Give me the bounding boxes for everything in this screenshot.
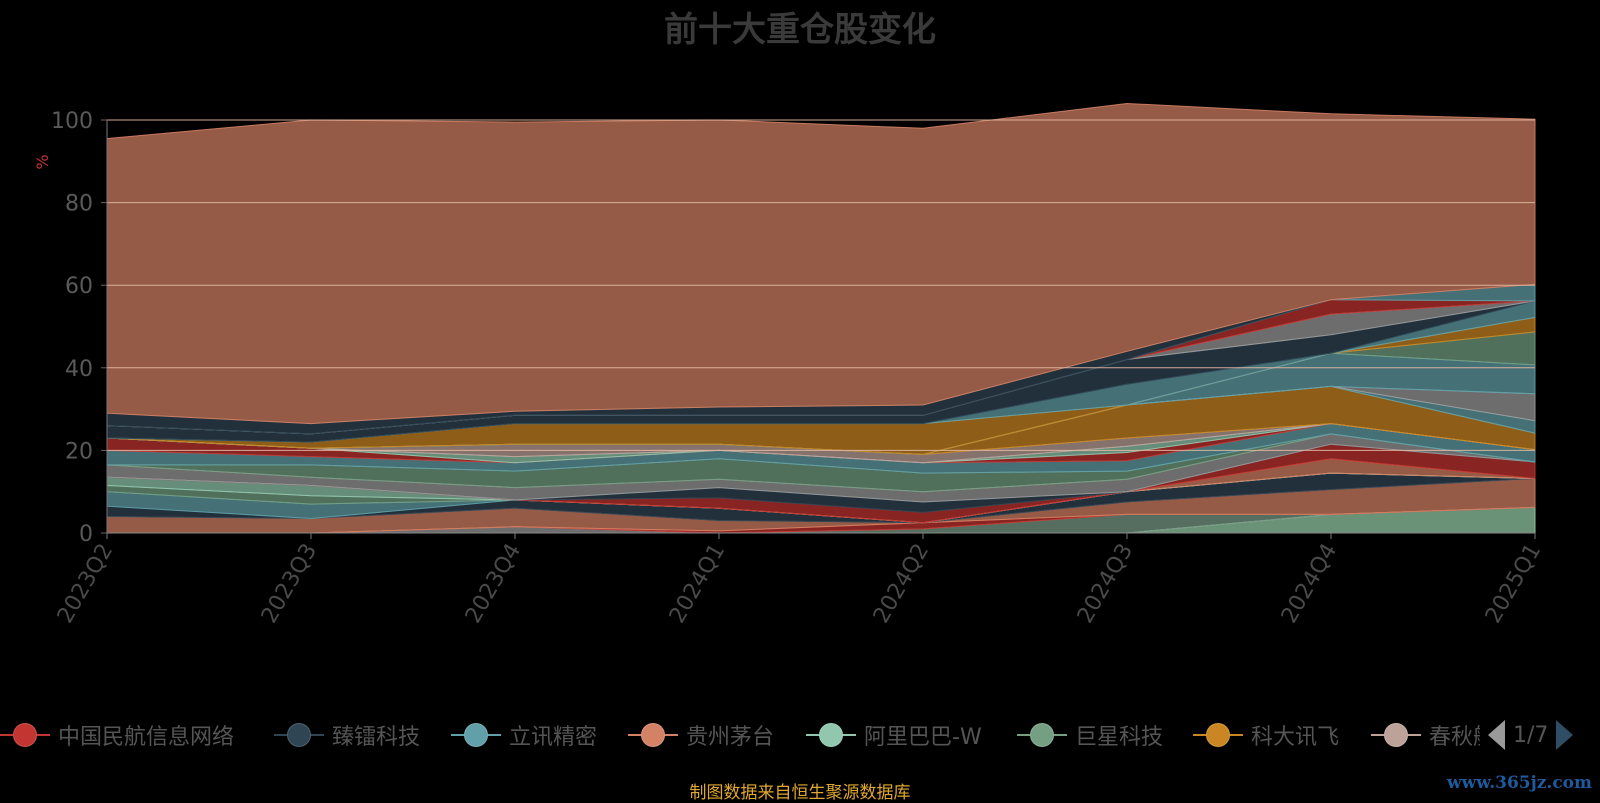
legend-item[interactable]: 阿里巴巴-W (806, 718, 982, 752)
legend-marker-icon (628, 722, 678, 748)
pager-next-icon[interactable] (1556, 720, 1574, 750)
y-tick-label: 0 (79, 522, 93, 547)
x-tick-label: 2024Q4 (1277, 540, 1342, 628)
legend-marker-icon (274, 722, 324, 748)
legend-item[interactable]: 臻镭科技 (274, 718, 420, 752)
chart-title: 前十大重仓股变化 (664, 10, 936, 50)
legend-label: 春秋航空 (1429, 725, 1480, 750)
y-tick-label: 100 (51, 109, 93, 134)
area-series-30 (106, 102, 1536, 425)
legend-label: 中国民航信息网络 (58, 725, 235, 750)
legend-item[interactable]: 贵州茅台 (628, 718, 774, 752)
y-tick-label: 80 (65, 192, 93, 217)
legend-label: 科大讯飞 (1251, 725, 1340, 750)
legend-label: 立讯精密 (509, 725, 598, 750)
legend-marker-icon (1371, 722, 1421, 748)
legend-label: 阿里巴巴-W (864, 725, 982, 750)
legend-marker-icon (1193, 722, 1243, 748)
x-tick-label: 2024Q2 (869, 540, 934, 628)
area-layer (106, 102, 1536, 534)
x-tick-label: 2024Q3 (1073, 540, 1138, 628)
legend: 中国民航信息网络 臻镭科技 立讯精密 贵州茅台 阿里巴巴-W 巨星科技 科大讯飞 春秋航空 (0, 718, 1480, 752)
x-tick-label: 2025Q1 (1481, 540, 1546, 628)
legend-label: 巨星科技 (1075, 725, 1164, 750)
legend-item[interactable]: 巨星科技 (1017, 718, 1163, 752)
watermark: www.365jz.com (1447, 773, 1592, 793)
y-tick-label: 60 (65, 274, 93, 299)
x-tick-label: 2023Q2 (53, 540, 118, 628)
legend-item[interactable]: 立讯精密 (451, 718, 597, 752)
legend-label: 臻镭科技 (332, 725, 421, 750)
legend-label: 贵州茅台 (686, 725, 775, 750)
legend-pager: 1/7 (1486, 718, 1600, 752)
y-axis-label: % (33, 154, 52, 169)
legend-item[interactable]: 科大讯飞 (1193, 718, 1339, 752)
y-tick-label: 40 (65, 357, 93, 382)
x-tick-label: 2023Q4 (461, 540, 526, 628)
legend-marker-icon (451, 722, 501, 748)
x-tick-label: 2023Q3 (257, 540, 322, 628)
legend-item[interactable]: 春秋航空 (1371, 718, 1480, 752)
legend-item[interactable]: 中国民航信息网络 (0, 718, 234, 752)
data-source-note: 制图数据来自恒生聚源数据库 (689, 783, 911, 803)
legend-marker-icon (1017, 722, 1067, 748)
pager-page-indicator: 1/7 (1513, 722, 1549, 748)
legend-marker-icon (0, 722, 50, 748)
legend-marker-icon (806, 722, 856, 748)
pager-prev-icon[interactable] (1488, 720, 1505, 750)
y-tick-label: 20 (65, 439, 93, 464)
x-tick-label: 2024Q1 (665, 540, 730, 628)
